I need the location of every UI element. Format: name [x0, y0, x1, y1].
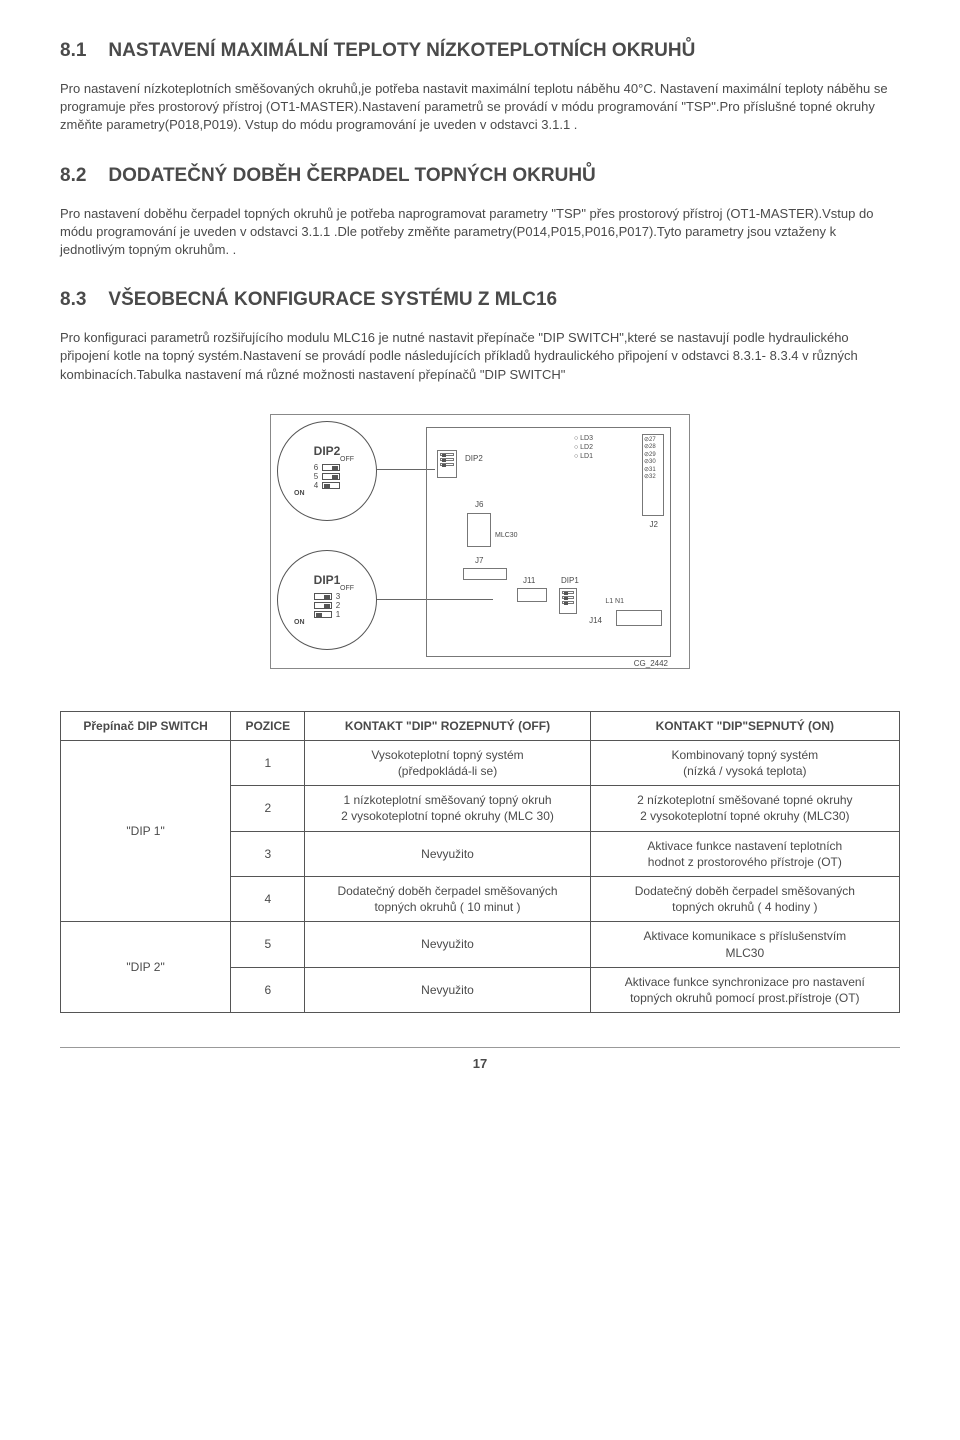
- pcb-j2-label: J2: [650, 520, 658, 529]
- dip1-row-3: 3: [314, 592, 340, 601]
- dip2-row-4: 4: [314, 481, 340, 490]
- section-8-2-para: Pro nastavení doběhu čerpadel topných ok…: [60, 205, 900, 260]
- pcb-dip1: [559, 588, 577, 614]
- section-num: 8.3: [60, 289, 86, 311]
- dip2-row-6: 6: [314, 463, 340, 472]
- off-cell: Dodatečný doběh čerpadel směšovanýchtopn…: [305, 877, 590, 922]
- off-cell: 1 nízkoteplotní směšovaný topný okruh2 v…: [305, 786, 590, 831]
- pcb-j7-label: J7: [475, 556, 483, 565]
- dip2-label: DIP2: [314, 444, 341, 458]
- off-cell: Vysokoteplotní topný systém(předpokládá-…: [305, 740, 590, 785]
- section-num: 8.2: [60, 165, 86, 187]
- pcb-j11-block: [517, 588, 547, 602]
- pcb-dip2: [437, 450, 457, 478]
- pcb-j14-label: J14: [589, 616, 602, 625]
- dip-diagram: DIP2 OFF 6 5 4 ON DIP1 OFF 3 2 1 ON DIP2: [60, 414, 900, 669]
- on-cell: Aktivace komunikace s příslušenstvímMLC3…: [590, 922, 899, 967]
- dip2-row-5: 5: [314, 472, 340, 481]
- section-8-2-title: 8.2 DODATEČNÝ DOBĚH ČERPADEL TOPNÝCH OKR…: [60, 165, 900, 187]
- pcb-dip2-label: DIP2: [465, 454, 483, 463]
- pcb-j2: 27 28 29 30 31 32: [642, 434, 664, 516]
- dip2-callout: DIP2 OFF 6 5 4 ON: [277, 421, 377, 521]
- table-row: "DIP 2" 5 Nevyužito Aktivace komunikace …: [61, 922, 900, 967]
- switch-icon: [314, 611, 332, 618]
- off-label: OFF: [340, 585, 354, 592]
- off-label: OFF: [340, 456, 354, 463]
- section-8-1-para: Pro nastavení nízkoteplotních směšovanýc…: [60, 80, 900, 135]
- pcb-j6-block: [467, 513, 491, 547]
- table-header-row: Přepínač DIP SWITCH POZICE KONTAKT "DIP"…: [61, 711, 900, 740]
- group-dip1: "DIP 1": [61, 740, 231, 922]
- pos-cell: 4: [231, 877, 305, 922]
- section-8-1: 8.1 NASTAVENÍ MAXIMÁLNÍ TEPLOTY NÍZKOTEP…: [60, 40, 900, 135]
- on-cell: Kombinovaný topný systém(nízká / vysoká …: [590, 740, 899, 785]
- col-pos: POZICE: [231, 711, 305, 740]
- section-8-2: 8.2 DODATEČNÝ DOBĚH ČERPADEL TOPNÝCH OKR…: [60, 165, 900, 260]
- on-cell: Aktivace funkce nastavení teplotníchhodn…: [590, 831, 899, 876]
- section-heading: DODATEČNÝ DOBĚH ČERPADEL TOPNÝCH OKRUHŮ: [108, 165, 595, 187]
- pcb-board: DIP2 LD3 LD2 LD1 27 28 29 30 31 32 J2 J6…: [426, 427, 671, 657]
- section-heading: VŠEOBECNÁ KONFIGURACE SYSTÉMU Z MLC16: [108, 289, 557, 311]
- section-8-3-title: 8.3 VŠEOBECNÁ KONFIGURACE SYSTÉMU Z MLC1…: [60, 289, 900, 311]
- section-8-3-para: Pro konfiguraci parametrů rozšiřujícího …: [60, 329, 900, 384]
- section-heading: NASTAVENÍ MAXIMÁLNÍ TEPLOTY NÍZKOTEPLOTN…: [108, 40, 695, 62]
- pos-cell: 3: [231, 831, 305, 876]
- pcb-j6-label: J6: [475, 500, 483, 509]
- pcb-j14-block: [616, 610, 662, 626]
- col-off: KONTAKT "DIP" ROZEPNUTÝ (OFF): [305, 711, 590, 740]
- pcb-l1n1-label: L1 N1: [605, 598, 624, 605]
- section-num: 8.1: [60, 40, 86, 62]
- switch-icon: [314, 593, 332, 600]
- off-cell: Nevyužito: [305, 922, 590, 967]
- group-dip2: "DIP 2": [61, 922, 231, 1013]
- pos-cell: 2: [231, 786, 305, 831]
- pos-cell: 6: [231, 967, 305, 1012]
- off-cell: Nevyužito: [305, 831, 590, 876]
- on-label: ON: [294, 490, 305, 497]
- dip1-label: DIP1: [314, 573, 341, 587]
- pcb-j7-block: [463, 568, 507, 580]
- diagram-box: DIP2 OFF 6 5 4 ON DIP1 OFF 3 2 1 ON DIP2: [270, 414, 690, 669]
- pcb-j11-label: J11: [523, 576, 535, 585]
- pcb-dip1-label: DIP1: [561, 576, 579, 585]
- on-cell: Dodatečný doběh čerpadel směšovanýchtopn…: [590, 877, 899, 922]
- switch-icon: [314, 602, 332, 609]
- on-label: ON: [294, 619, 305, 626]
- switch-icon: [322, 482, 340, 489]
- pcb-code: CG_2442: [634, 659, 668, 668]
- on-cell: 2 nízkoteplotní směšované topné okruhy2 …: [590, 786, 899, 831]
- col-switch: Přepínač DIP SWITCH: [61, 711, 231, 740]
- pos-cell: 5: [231, 922, 305, 967]
- on-cell: Aktivace funkce synchronizace pro nastav…: [590, 967, 899, 1012]
- pcb-leds: LD3 LD2 LD1: [574, 434, 593, 461]
- section-8-1-title: 8.1 NASTAVENÍ MAXIMÁLNÍ TEPLOTY NÍZKOTEP…: [60, 40, 900, 62]
- switch-icon: [322, 464, 340, 471]
- dip-switch-table: Přepínač DIP SWITCH POZICE KONTAKT "DIP"…: [60, 711, 900, 1013]
- col-on: KONTAKT "DIP"SEPNUTÝ (ON): [590, 711, 899, 740]
- dip1-callout: DIP1 OFF 3 2 1 ON: [277, 550, 377, 650]
- dip1-row-2: 2: [314, 601, 340, 610]
- pcb-mlc30-label: MLC30: [495, 532, 518, 539]
- pos-cell: 1: [231, 740, 305, 785]
- dip1-row-1: 1: [314, 610, 340, 619]
- table-row: "DIP 1" 1 Vysokoteplotní topný systém(př…: [61, 740, 900, 785]
- section-8-3: 8.3 VŠEOBECNÁ KONFIGURACE SYSTÉMU Z MLC1…: [60, 289, 900, 384]
- off-cell: Nevyužito: [305, 967, 590, 1012]
- page-number: 17: [60, 1047, 900, 1071]
- switch-icon: [322, 473, 340, 480]
